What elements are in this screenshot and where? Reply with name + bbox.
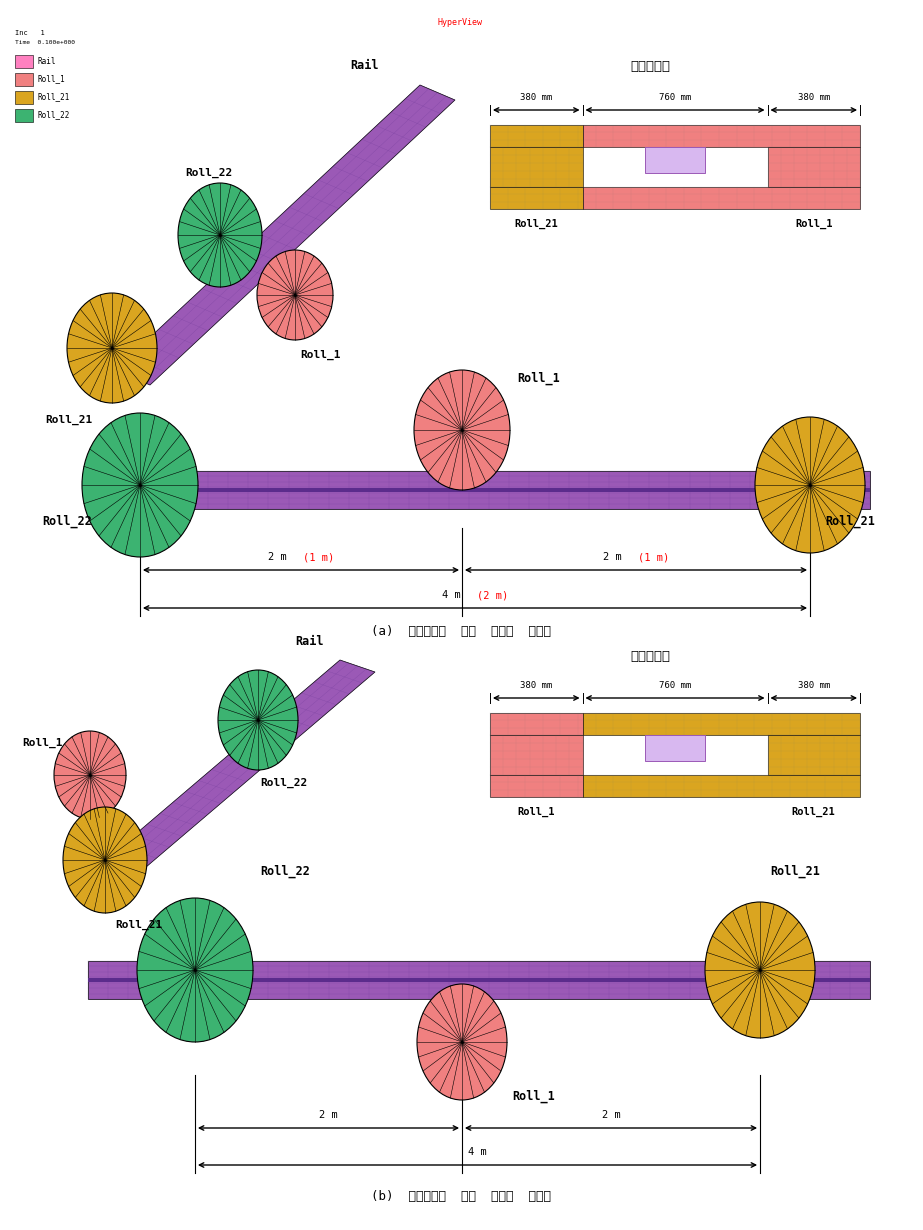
Bar [15,73,33,86]
Text: Roll_1: Roll_1 [512,1090,555,1103]
Text: Rail: Rail [37,57,55,65]
Text: Roll_21: Roll_21 [770,865,820,878]
Bar [582,187,860,209]
Ellipse shape [137,898,253,1042]
Text: 「단면도」: 「단면도」 [630,649,670,663]
Bar [88,488,870,492]
Text: 4 m: 4 m [468,1148,486,1157]
Text: HyperView: HyperView [438,18,483,27]
Polygon shape [115,85,455,385]
Bar [15,55,33,68]
Bar [15,109,33,122]
Text: 380 mm: 380 mm [521,681,552,690]
Text: 760 mm: 760 mm [659,681,691,690]
Text: Roll_1: Roll_1 [518,807,555,817]
Text: 「단면도」: 「단면도」 [630,60,670,73]
Ellipse shape [755,417,865,554]
Text: Roll_21: Roll_21 [792,807,835,817]
Text: 760 mm: 760 mm [659,93,691,102]
Text: 4 m: 4 m [442,590,467,600]
Ellipse shape [257,250,333,339]
Bar [768,148,860,187]
Text: 380 mm: 380 mm [521,93,552,102]
Text: 2 m: 2 m [602,1109,620,1121]
Text: Roll_22: Roll_22 [42,515,92,529]
Bar [768,736,860,775]
Ellipse shape [67,293,157,403]
Bar [88,471,870,509]
Text: (1 m): (1 m) [638,552,669,562]
Bar [490,148,582,187]
Text: Roll_21: Roll_21 [825,515,875,529]
Text: Roll_1: Roll_1 [37,75,65,84]
Bar [88,979,870,982]
Ellipse shape [82,413,198,557]
Text: (2 m): (2 m) [477,590,509,600]
Text: (1 m): (1 m) [303,552,334,562]
Ellipse shape [54,731,126,819]
Text: Roll_1: Roll_1 [517,371,559,385]
Ellipse shape [414,370,510,490]
Bar [490,713,582,736]
Bar [490,125,582,148]
Text: 380 mm: 380 mm [797,93,830,102]
Text: Roll_21: Roll_21 [45,415,92,426]
Text: Roll_21: Roll_21 [37,92,69,102]
Ellipse shape [63,807,147,913]
Text: Roll_22: Roll_22 [260,865,310,878]
Text: Roll_22: Roll_22 [37,111,69,119]
Text: Rail: Rail [295,635,323,648]
Text: Inc   1: Inc 1 [15,30,44,36]
Text: Roll_21: Roll_21 [115,920,162,930]
Ellipse shape [417,984,507,1100]
Text: 2 m: 2 m [603,552,628,562]
Bar [88,961,870,999]
Text: 2 m: 2 m [319,1109,338,1121]
Text: (b)  내측에서의  하중  인가시  개요도: (b) 내측에서의 하중 인가시 개요도 [371,1189,551,1203]
Text: Roll_21: Roll_21 [514,219,558,229]
Text: Roll_1: Roll_1 [795,219,833,229]
Polygon shape [70,661,375,902]
Text: Rail: Rail [350,59,378,73]
Bar [582,125,860,148]
Text: Time  0.100e+000: Time 0.100e+000 [15,41,75,46]
Ellipse shape [178,183,262,287]
Bar [645,736,704,761]
Bar [582,713,860,736]
Text: Roll_1: Roll_1 [22,738,63,748]
Text: 2 m: 2 m [268,552,293,562]
Text: Roll_22: Roll_22 [260,779,307,788]
Bar [490,187,582,209]
Text: (a)  외측에서의  하중  인가시  개요도: (a) 외측에서의 하중 인가시 개요도 [371,625,551,638]
Ellipse shape [218,670,298,770]
Bar [15,91,33,105]
Bar [490,775,582,797]
Bar [490,736,582,775]
Ellipse shape [705,902,815,1038]
Bar [582,775,860,797]
Bar [645,148,704,173]
Text: 380 mm: 380 mm [797,681,830,690]
Text: Roll_22: Roll_22 [185,167,233,178]
Text: Roll_1: Roll_1 [300,351,341,360]
